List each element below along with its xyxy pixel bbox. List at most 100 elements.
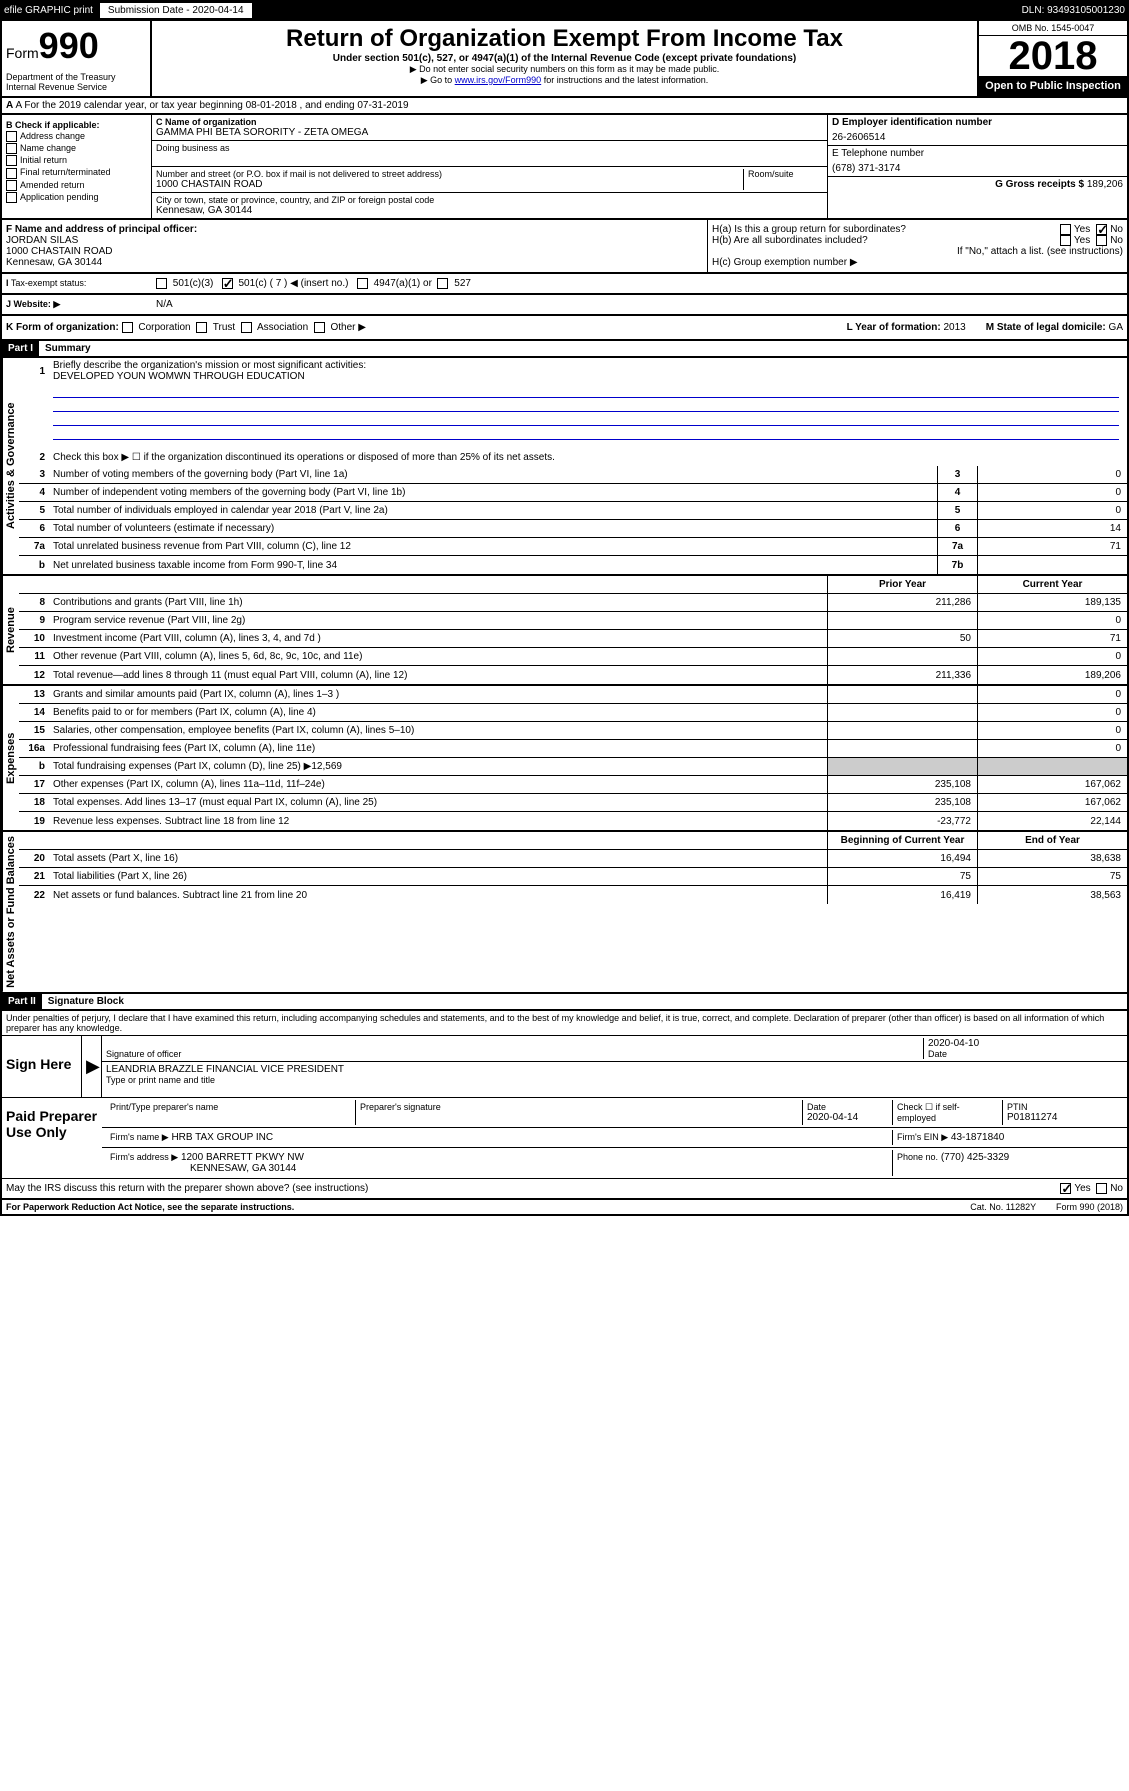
line14-prior [827, 704, 977, 721]
line9-curr: 0 [977, 612, 1127, 629]
state-domicile: GA [1109, 322, 1123, 333]
section-i: I Tax-exempt status: 501(c)(3) 501(c) ( … [0, 274, 1129, 295]
hb-yes-checkbox[interactable] [1060, 235, 1071, 246]
form-header: Form990 Department of the Treasury Inter… [0, 21, 1129, 98]
firm-addr: 1200 BARRETT PKWY NW [181, 1152, 304, 1163]
form-note2: ▶ Go to www.irs.gov/Form990 for instruct… [156, 75, 973, 86]
initial-return-checkbox[interactable] [6, 155, 17, 166]
footer: For Paperwork Reduction Act Notice, see … [0, 1200, 1129, 1216]
part2-header: Part II Signature Block [0, 994, 1129, 1011]
netassets-section: Net Assets or Fund Balances Beginning of… [0, 832, 1129, 994]
527-checkbox[interactable] [437, 278, 448, 289]
efile-label: efile GRAPHIC print [4, 5, 93, 16]
line13-curr: 0 [977, 686, 1127, 703]
line21-prior: 75 [827, 868, 977, 885]
section-fgh: F Name and address of principal officer:… [0, 220, 1129, 274]
line16a-prior [827, 740, 977, 757]
sig-date: 2020-04-10 [928, 1038, 1123, 1049]
line21-curr: 75 [977, 868, 1127, 885]
part1-header: Part I Summary [0, 341, 1129, 358]
section-c: C Name of organization GAMMA PHI BETA SO… [152, 115, 827, 218]
other-checkbox[interactable] [314, 322, 325, 333]
501c-checkbox[interactable] [222, 278, 233, 289]
addr-change-checkbox[interactable] [6, 131, 17, 142]
discuss-no-checkbox[interactable] [1096, 1183, 1107, 1194]
501c3-checkbox[interactable] [156, 278, 167, 289]
form-note1: ▶ Do not enter social security numbers o… [156, 64, 973, 75]
line22-curr: 38,563 [977, 886, 1127, 904]
ha-yes-checkbox[interactable] [1060, 224, 1071, 235]
line13-prior [827, 686, 977, 703]
line17-curr: 167,062 [977, 776, 1127, 793]
line22-prior: 16,419 [827, 886, 977, 904]
line4-val: 0 [977, 484, 1127, 501]
line8-curr: 189,135 [977, 594, 1127, 611]
app-pending-checkbox[interactable] [6, 192, 17, 203]
trust-checkbox[interactable] [196, 322, 207, 333]
line12-prior: 211,336 [827, 666, 977, 684]
ha-no-checkbox[interactable] [1096, 224, 1107, 235]
section-j: J Website: ▶ N/A [0, 295, 1129, 316]
line10-curr: 71 [977, 630, 1127, 647]
signature-block: Under penalties of perjury, I declare th… [0, 1011, 1129, 1200]
line19-curr: 22,144 [977, 812, 1127, 830]
line11-prior [827, 648, 977, 665]
line20-prior: 16,494 [827, 850, 977, 867]
line9-prior [827, 612, 977, 629]
line7a-val: 71 [977, 538, 1127, 555]
discuss-yes-checkbox[interactable] [1060, 1183, 1071, 1194]
line3-val: 0 [977, 466, 1127, 483]
line5-val: 0 [977, 502, 1127, 519]
line19-prior: -23,772 [827, 812, 977, 830]
corp-checkbox[interactable] [122, 322, 133, 333]
sign-arrow-icon: ▶ [82, 1036, 102, 1097]
section-b: B Check if applicable: Address change Na… [2, 115, 152, 218]
org-address: 1000 CHASTAIN ROAD [156, 179, 743, 190]
section-k: K Form of organization: Corporation Trus… [0, 316, 1129, 341]
ein-value: 26-2606514 [832, 132, 1123, 143]
line15-curr: 0 [977, 722, 1127, 739]
revenue-section: Revenue Prior YearCurrent Year 8Contribu… [0, 576, 1129, 686]
dept-label: Department of the Treasury Internal Reve… [6, 72, 146, 92]
irs-link[interactable]: www.irs.gov/Form990 [455, 75, 542, 85]
line18-curr: 167,062 [977, 794, 1127, 811]
org-name: GAMMA PHI BETA SORORITY - ZETA OMEGA [156, 127, 823, 138]
line18-prior: 235,108 [827, 794, 977, 811]
efile-header: efile GRAPHIC print Submission Date - 20… [0, 0, 1129, 21]
line16a-curr: 0 [977, 740, 1127, 757]
year-formation: 2013 [943, 322, 965, 333]
name-change-checkbox[interactable] [6, 143, 17, 154]
final-return-checkbox[interactable] [6, 168, 17, 179]
form-title: Return of Organization Exempt From Incom… [156, 25, 973, 53]
assoc-checkbox[interactable] [241, 322, 252, 333]
mission-lines [19, 384, 1127, 448]
expenses-section: Expenses 13Grants and similar amounts pa… [0, 686, 1129, 832]
line10-prior: 50 [827, 630, 977, 647]
officer-name: JORDAN SILAS [6, 235, 703, 246]
form-990-label: Form990 [6, 25, 146, 67]
officer-printed-name: LEANDRIA BRAZZLE FINANCIAL VICE PRESIDEN… [106, 1064, 1123, 1075]
prep-date: 2020-04-14 [807, 1112, 888, 1123]
gross-receipts: 189,206 [1087, 179, 1123, 190]
governance-section: Activities & Governance 1 Briefly descri… [0, 358, 1129, 576]
section-bcde: B Check if applicable: Address change Na… [0, 115, 1129, 220]
year-label: 2018 [979, 36, 1127, 76]
org-city: Kennesaw, GA 30144 [156, 205, 823, 216]
firm-ein: 43-1871840 [951, 1132, 1004, 1143]
section-de: D Employer identification number 26-2606… [827, 115, 1127, 218]
line15-prior [827, 722, 977, 739]
ptin-value: P01811274 [1007, 1112, 1119, 1123]
dln-label: DLN: 93493105001230 [1022, 5, 1125, 16]
submission-date-btn[interactable]: Submission Date - 2020-04-14 [99, 2, 253, 19]
hb-no-checkbox[interactable] [1096, 235, 1107, 246]
firm-name: HRB TAX GROUP INC [171, 1132, 273, 1143]
line11-curr: 0 [977, 648, 1127, 665]
mission-text: DEVELOPED YOUN WOMWN THROUGH EDUCATION [53, 371, 305, 382]
line17-prior: 235,108 [827, 776, 977, 793]
line20-curr: 38,638 [977, 850, 1127, 867]
line6-val: 14 [977, 520, 1127, 537]
4947-checkbox[interactable] [357, 278, 368, 289]
website-value: N/A [152, 295, 1127, 314]
line14-curr: 0 [977, 704, 1127, 721]
amended-checkbox[interactable] [6, 180, 17, 191]
